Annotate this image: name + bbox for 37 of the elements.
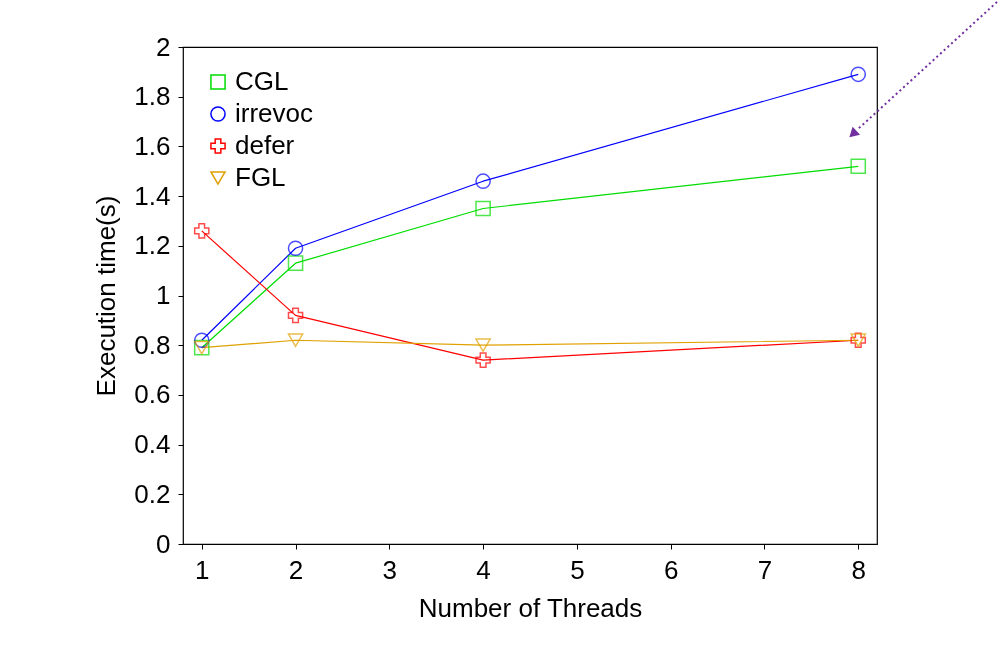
x-tick-label: 5 [570, 554, 585, 585]
x-tick-label: 7 [757, 554, 773, 585]
point [475, 338, 491, 353]
point [850, 66, 867, 83]
point [287, 333, 304, 348]
y-tick-label: 0.6 [134, 379, 171, 410]
x-tick-label: 3 [382, 554, 398, 585]
x-tick-label: 2 [288, 554, 304, 585]
y-tick-label: 1.8 [134, 81, 171, 112]
point [475, 173, 491, 189]
x-tick-label: 1 [195, 554, 210, 585]
y-tick-label: 1.6 [134, 130, 171, 161]
point [850, 158, 867, 175]
y-tick-label: 0.2 [134, 478, 171, 509]
y-axis-title: Execution time(s) [91, 195, 122, 397]
y-tick-label: 1 [156, 280, 171, 310]
point [287, 255, 304, 272]
legend-label: defer [235, 130, 295, 160]
point [475, 200, 491, 217]
y-tick-label: 0.8 [134, 329, 171, 360]
y-tick-label: 0 [156, 528, 171, 559]
x-tick-label: 6 [663, 554, 679, 585]
y-tick-label: 2 [156, 31, 171, 62]
point [193, 332, 210, 349]
y-tick-label: 0.4 [134, 429, 171, 460]
legend-label: irrevoc [235, 98, 314, 128]
y-tick-label: 1.4 [134, 180, 171, 211]
point [193, 223, 210, 239]
legend-label: FGL [235, 162, 286, 192]
x-tick-label: 8 [851, 554, 866, 585]
point [287, 240, 304, 257]
legend-label: CGL [235, 66, 289, 96]
y-tick-label: 1.2 [134, 230, 171, 261]
point [287, 307, 304, 324]
point [475, 352, 491, 368]
x-axis-title: Number of Threads [418, 592, 643, 623]
x-tick-label: 4 [476, 554, 491, 585]
